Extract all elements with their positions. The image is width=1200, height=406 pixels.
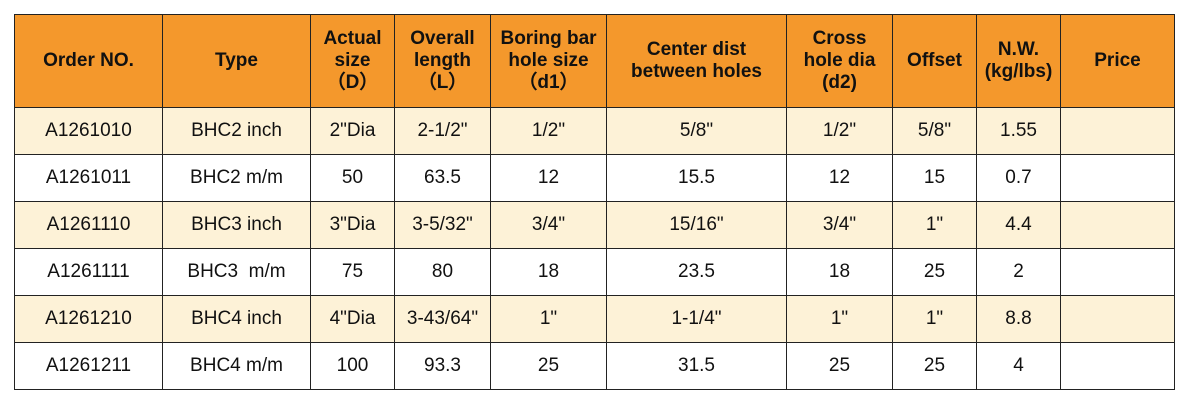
header-line: hole size [508, 50, 589, 71]
cell-actual-size: 4"Dia [310, 295, 395, 343]
cell-offset: 15 [892, 154, 977, 202]
table-row: A1261110 BHC3 inch 3"Dia 3-5/32" 3/4" 15… [14, 201, 1175, 249]
header-line: Actual [323, 28, 382, 49]
table-row: A1261011 BHC2 m/m 50 63.5 12 15.5 12 15 … [14, 154, 1175, 202]
cell-overall-length: 3-43/64" [394, 295, 491, 343]
header-line: hole dia [803, 50, 876, 71]
cell-type: BHC3 inch [162, 201, 311, 249]
cell-price [1060, 107, 1175, 155]
header-net-weight: N.W. (kg/lbs) [976, 14, 1061, 108]
table-row: A1261010 BHC2 inch 2"Dia 2-1/2" 1/2" 5/8… [14, 107, 1175, 155]
header-actual-size: Actual size （D） [310, 14, 395, 108]
cell-actual-size: 2"Dia [310, 107, 395, 155]
header-type: Type [162, 14, 311, 108]
cell-order-no: A1261011 [14, 154, 163, 202]
cell-type: BHC4 inch [162, 295, 311, 343]
cell-actual-size: 3"Dia [310, 201, 395, 249]
cell-cross-hole-dia: 3/4" [786, 201, 893, 249]
header-boring-bar-hole-size: Boring bar hole size （d1） [490, 14, 607, 108]
cell-center-dist: 1-1/4" [606, 295, 787, 343]
header-row: Order NO. Type Actual size （D） Overall l… [14, 14, 1175, 108]
cell-actual-size: 50 [310, 154, 395, 202]
cell-price [1060, 154, 1175, 202]
cell-price [1060, 201, 1175, 249]
cell-net-weight: 1.55 [976, 107, 1061, 155]
header-price: Price [1060, 14, 1175, 108]
cell-order-no: A1261010 [14, 107, 163, 155]
cell-offset: 5/8" [892, 107, 977, 155]
cell-net-weight: 4.4 [976, 201, 1061, 249]
cell-net-weight: 4 [976, 342, 1061, 390]
cell-net-weight: 8.8 [976, 295, 1061, 343]
cell-center-dist: 5/8" [606, 107, 787, 155]
product-spec-table: Order NO. Type Actual size （D） Overall l… [14, 14, 1175, 390]
cell-actual-size: 75 [310, 248, 395, 296]
table-row: A1261210 BHC4 inch 4"Dia 3-43/64" 1" 1-1… [14, 295, 1175, 343]
header-line: Center dist [646, 39, 747, 60]
cell-order-no: A1261210 [14, 295, 163, 343]
header-line: Order NO. [43, 50, 134, 71]
cell-order-no: A1261111 [14, 248, 163, 296]
cell-type: BHC4 m/m [162, 342, 311, 390]
cell-overall-length: 2-1/2" [394, 107, 491, 155]
header-line: Boring bar [500, 28, 597, 49]
cell-boring-bar-hole-size: 3/4" [490, 201, 607, 249]
header-overall-length: Overall length （L） [394, 14, 491, 108]
header-line: （L） [417, 72, 468, 93]
table-row: A1261211 BHC4 m/m 100 93.3 25 31.5 25 25… [14, 342, 1175, 390]
cell-overall-length: 80 [394, 248, 491, 296]
cell-offset: 1" [892, 201, 977, 249]
cell-price [1060, 295, 1175, 343]
cell-cross-hole-dia: 12 [786, 154, 893, 202]
cell-overall-length: 63.5 [394, 154, 491, 202]
header-cross-hole-dia: Cross hole dia (d2) [786, 14, 893, 108]
header-line: （D） [326, 72, 379, 93]
header-line: between holes [631, 61, 762, 82]
cell-center-dist: 31.5 [606, 342, 787, 390]
header-line: length [414, 50, 471, 71]
cell-boring-bar-hole-size: 1/2" [490, 107, 607, 155]
cell-price [1060, 342, 1175, 390]
header-line: Cross [812, 28, 867, 49]
cell-price [1060, 248, 1175, 296]
cell-boring-bar-hole-size: 25 [490, 342, 607, 390]
cell-center-dist: 23.5 [606, 248, 787, 296]
header-line: Price [1094, 50, 1141, 71]
header-line: Type [215, 50, 258, 71]
header-line: size [334, 50, 371, 71]
cell-net-weight: 2 [976, 248, 1061, 296]
cell-cross-hole-dia: 25 [786, 342, 893, 390]
cell-offset: 1" [892, 295, 977, 343]
cell-overall-length: 3-5/32" [394, 201, 491, 249]
cell-cross-hole-dia: 18 [786, 248, 893, 296]
cell-offset: 25 [892, 248, 977, 296]
header-line: N.W. [997, 39, 1040, 60]
header-line: Offset [907, 50, 962, 71]
header-line: Overall [410, 28, 475, 49]
header-order-no: Order NO. [14, 14, 163, 108]
table-row: A1261111 BHC3 m/m 75 80 18 23.5 18 25 2 [14, 248, 1175, 296]
cell-center-dist: 15/16" [606, 201, 787, 249]
cell-type: BHC3 m/m [162, 248, 311, 296]
cell-cross-hole-dia: 1/2" [786, 107, 893, 155]
header-line: (d2) [822, 72, 857, 93]
cell-cross-hole-dia: 1" [786, 295, 893, 343]
cell-offset: 25 [892, 342, 977, 390]
cell-center-dist: 15.5 [606, 154, 787, 202]
header-line: (kg/lbs) [984, 61, 1053, 82]
cell-boring-bar-hole-size: 18 [490, 248, 607, 296]
cell-type: BHC2 inch [162, 107, 311, 155]
cell-net-weight: 0.7 [976, 154, 1061, 202]
cell-order-no: A1261211 [14, 342, 163, 390]
cell-boring-bar-hole-size: 1" [490, 295, 607, 343]
cell-order-no: A1261110 [14, 201, 163, 249]
header-offset: Offset [892, 14, 977, 108]
header-center-dist: Center dist between holes [606, 14, 787, 108]
header-line: （d1） [518, 72, 579, 93]
cell-boring-bar-hole-size: 12 [490, 154, 607, 202]
cell-type: BHC2 m/m [162, 154, 311, 202]
cell-overall-length: 93.3 [394, 342, 491, 390]
cell-actual-size: 100 [310, 342, 395, 390]
